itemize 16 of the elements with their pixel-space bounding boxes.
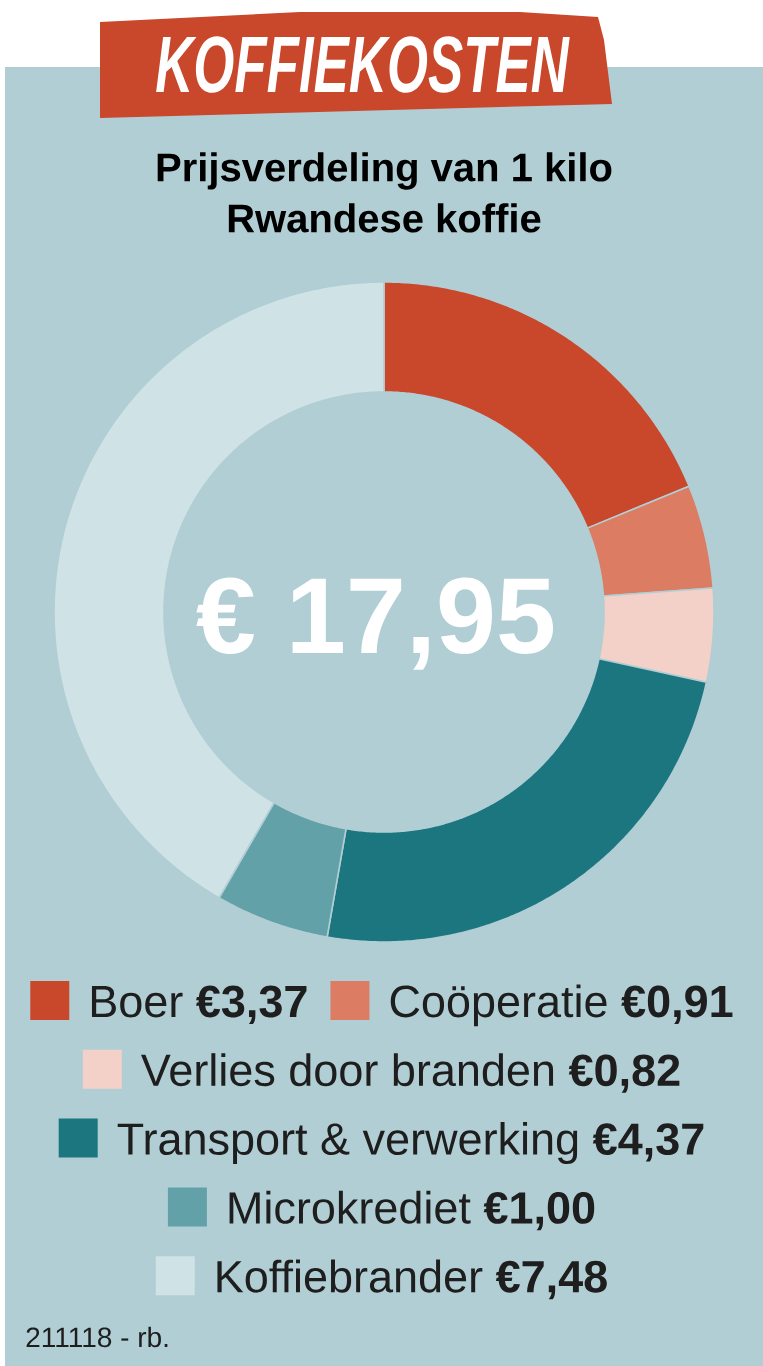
data-label: €4,37 — [592, 1123, 704, 1162]
data-label: €3,37 — [196, 985, 307, 1024]
legend-label: Transport & verwerking — [117, 1121, 578, 1164]
text: € 17,95 — [196, 577, 554, 670]
text: 211118 - rb. — [26, 1326, 168, 1348]
chart-title: KOFFIEKOSTEN — [156, 36, 570, 93]
legend-label: Koffiebrander — [217, 1259, 483, 1293]
chart-subtitle: Prijsverdeling van 1 kilo Rwandese koffie — [157, 152, 612, 233]
legend-label: Boer — [91, 986, 183, 1018]
legend-label: Microkrediet — [229, 1190, 471, 1224]
data-label: €7,48 — [495, 1260, 607, 1300]
legend-label: Coöperatie — [390, 984, 607, 1027]
data-label: €1,00 — [483, 1191, 595, 1231]
data-label: €0,82 — [568, 1054, 680, 1093]
data-label: €0,91 — [621, 985, 733, 1024]
legend-label: Verlies door branden — [141, 1053, 554, 1087]
